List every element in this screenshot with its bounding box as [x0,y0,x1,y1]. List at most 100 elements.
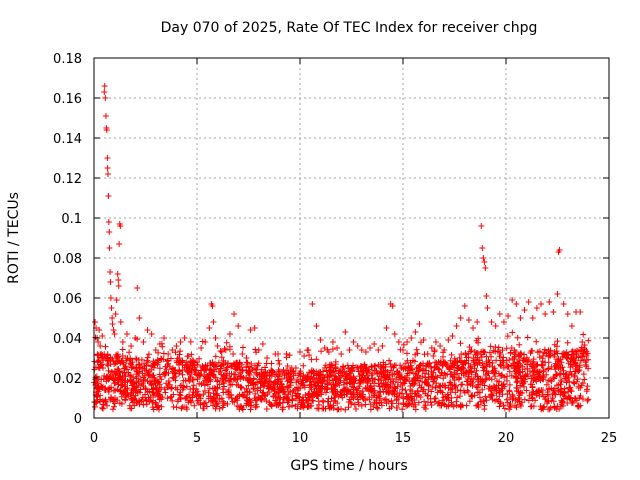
data-point [222,347,229,353]
data-point [479,245,486,251]
data-point [284,363,291,369]
data-point [474,319,481,325]
data-point [104,165,111,171]
data-point [400,347,406,353]
data-point [408,335,415,341]
data-point [181,335,188,341]
data-point [210,319,217,325]
y-tick-label: 0.08 [53,252,82,267]
data-point [214,343,221,349]
data-point [583,351,590,357]
data-point [96,327,103,333]
data-point [542,311,549,317]
data-point [177,339,184,345]
x-axis-label: GPS time / hours [290,458,407,474]
data-point [517,315,524,321]
x-tick-label: 25 [601,431,618,446]
data-point [383,325,390,331]
data-point [134,285,141,291]
data-point [428,345,435,351]
data-point [470,325,477,331]
y-tick-label: 0.16 [53,92,82,107]
data-point [264,355,271,361]
data-point [484,305,491,311]
data-point [478,223,485,229]
data-point [107,269,114,275]
data-point [98,351,105,357]
x-axis-ticks: 0 5 10 15 20 25 [90,58,617,446]
data-point [111,331,118,337]
data-point [105,171,112,177]
data-point [513,301,520,307]
data-point [209,303,216,309]
data-point [202,339,209,345]
data-point [362,349,369,355]
data-point [445,337,452,343]
data-point [342,329,349,335]
data-point [481,259,488,265]
data-point [533,305,540,311]
data-point [525,299,532,305]
y-tick-label: 0.14 [53,132,82,147]
x-tick-label: 15 [395,431,412,446]
data-point [329,339,336,345]
data-point [509,297,516,303]
data-point [457,315,464,321]
data-point [156,341,163,347]
data-point [231,311,238,317]
data-point [243,355,250,361]
grid [94,58,609,418]
data-point [492,323,499,329]
data-point [488,319,495,325]
data-point [453,323,460,329]
y-tick-label: 0.06 [53,292,82,307]
data-point [505,313,512,319]
data-point [108,305,115,311]
data-point [101,83,108,89]
data-point [105,219,112,225]
data-point [117,319,124,325]
data-point [579,339,586,345]
data-point [95,339,102,345]
data-point [173,343,180,349]
data-point [416,321,423,327]
y-tick-label: 0.04 [53,332,82,347]
data-point [420,337,427,343]
y-tick-label: 0.12 [53,172,82,187]
data-point [99,333,106,339]
data-point [325,349,332,355]
data-point [350,339,357,345]
data-point [529,315,536,321]
data-point [198,345,205,351]
data-point [161,335,168,341]
data-point [115,277,122,283]
data-point [292,365,299,371]
data-point [280,367,287,373]
data-point [358,347,365,353]
data-point [560,301,567,307]
data-point [568,323,575,329]
data-point [128,343,135,349]
data-point [480,255,487,261]
data-point [313,323,320,329]
data-point [276,361,283,367]
data-point [432,339,439,345]
noise-markers [91,329,592,413]
data-point [101,89,108,95]
data-points [92,83,590,373]
data-point [106,245,113,251]
data-point [268,367,275,373]
data-point [297,349,303,355]
data-point [482,265,489,271]
data-point [185,353,192,359]
data-point [100,357,107,363]
y-axis-label: ROTI / TECUs [6,192,22,284]
data-point [449,333,456,339]
data-point [301,353,308,359]
data-point [239,351,246,357]
data-point [461,303,468,309]
data-point [136,315,143,321]
data-point [255,347,262,353]
data-point [115,283,122,289]
data-point [441,347,448,353]
